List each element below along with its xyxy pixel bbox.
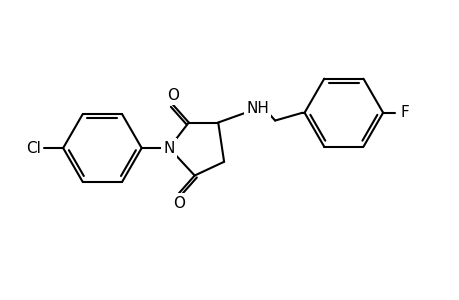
Text: Cl: Cl xyxy=(26,140,41,155)
Text: N: N xyxy=(163,140,174,155)
Text: O: O xyxy=(173,196,185,211)
Text: O: O xyxy=(167,88,179,103)
Text: NH: NH xyxy=(246,101,269,116)
Text: F: F xyxy=(399,105,408,120)
